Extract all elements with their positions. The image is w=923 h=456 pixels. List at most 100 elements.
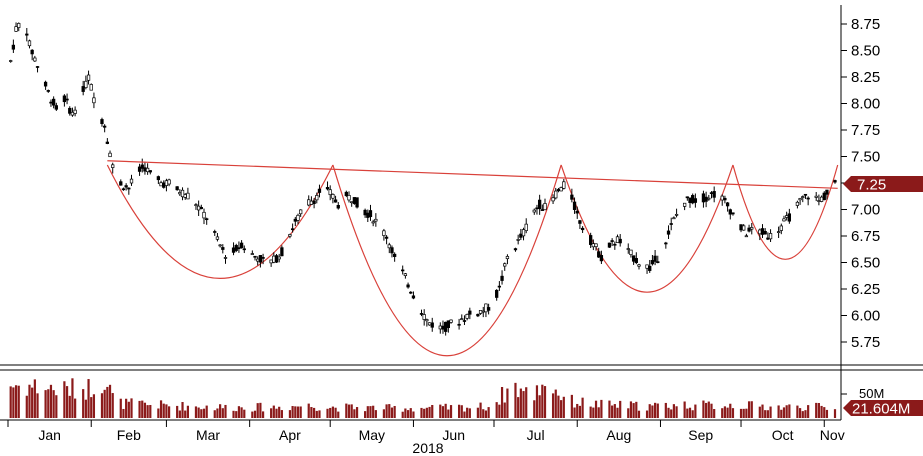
candle-body <box>148 170 152 173</box>
candle-body <box>239 242 244 249</box>
volume-bar <box>573 407 576 418</box>
candle-body <box>513 248 518 251</box>
candle-body <box>707 197 711 200</box>
candle-body <box>124 185 128 188</box>
candle-body <box>457 323 461 326</box>
volume-bar <box>482 409 485 418</box>
volume-bar <box>782 407 786 418</box>
volume-bar <box>750 401 753 418</box>
volume-bar <box>165 404 168 418</box>
volume-bar <box>651 405 654 418</box>
volume-bar <box>347 404 351 418</box>
candle-body <box>86 74 91 81</box>
volume-bar <box>385 404 388 418</box>
candle-body <box>84 80 88 88</box>
candle-body <box>143 167 147 172</box>
candle-body <box>516 239 520 241</box>
candle-body <box>46 90 50 92</box>
volume-bar <box>522 391 525 418</box>
volume-bar <box>237 406 241 418</box>
volume-bar <box>9 386 12 418</box>
candle-body <box>570 194 574 200</box>
candle-body <box>250 253 254 255</box>
volume-bar <box>648 404 651 418</box>
volume-bar <box>694 404 697 418</box>
candle-body <box>333 199 338 203</box>
candle-body <box>782 218 786 222</box>
candle-body <box>500 275 504 281</box>
candle-body <box>645 264 649 269</box>
volume-value-label: 21.604M <box>852 401 910 418</box>
volume-bar <box>146 405 149 418</box>
x-axis-ticks: Jan Feb Mar Apr May Jun Jul Aug Sep Oct Nov <box>7 420 845 443</box>
volume-bar <box>707 401 710 418</box>
candle-body <box>194 204 198 206</box>
x-axis-tick-label: Jun <box>442 427 465 443</box>
candle-body <box>817 200 821 202</box>
volume-bar <box>406 410 410 418</box>
volume-bar <box>570 394 573 418</box>
volume-bar <box>645 410 649 418</box>
candle-body <box>731 212 735 215</box>
volume-bar <box>807 405 810 418</box>
volume-bar <box>457 404 461 418</box>
candle-body <box>801 196 805 198</box>
candle-body <box>51 98 56 106</box>
candle-body <box>49 101 53 104</box>
volume-bar <box>202 408 206 418</box>
volume-bar <box>742 408 745 418</box>
candle-body <box>105 141 109 144</box>
volume-bar <box>632 403 635 418</box>
candle-body <box>521 229 526 237</box>
volume-bar <box>130 398 133 418</box>
volume-bar <box>108 384 112 418</box>
volume-bar <box>275 408 278 418</box>
x-axis-tick-label: Sep <box>688 427 713 443</box>
candle-body <box>728 209 732 215</box>
y-axis-tick-label: 6.50 <box>851 255 880 272</box>
volume-bar <box>84 399 87 418</box>
candle-body <box>272 255 276 263</box>
candle-body <box>468 310 472 315</box>
x-axis-tick-label: May <box>359 427 385 443</box>
volume-bar <box>777 405 780 418</box>
volume-bar <box>213 410 216 418</box>
candle-body <box>234 245 238 251</box>
volume-bar <box>288 410 292 418</box>
volume-bar <box>670 409 673 418</box>
y-axis-tick-label: 8.00 <box>851 96 880 113</box>
volume-bar <box>159 400 163 418</box>
volume-bar <box>184 410 187 418</box>
volume-bar <box>702 400 705 418</box>
y-axis-tick-label: 8.75 <box>851 16 880 33</box>
volume-bar <box>594 400 598 418</box>
candle-body <box>277 256 281 260</box>
volume-bar <box>627 408 630 418</box>
pattern-arc <box>560 164 734 293</box>
x-axis-tick-label: Feb <box>117 427 141 443</box>
candle-body <box>344 191 348 196</box>
candle-body <box>615 236 620 243</box>
candle-body <box>580 227 585 231</box>
volume-bar <box>71 378 74 418</box>
volume-bar <box>788 404 791 418</box>
candle-body <box>725 202 730 207</box>
volume-bar <box>466 407 469 418</box>
volume-bar <box>557 395 560 418</box>
volume-bar <box>205 405 208 418</box>
candle-body <box>758 229 762 235</box>
candle-body <box>444 321 448 332</box>
volume-bar <box>181 402 184 418</box>
candle-body <box>274 255 279 263</box>
volume-bar <box>103 389 106 418</box>
candle-body <box>422 314 426 320</box>
y-axis-tick-label: 7.50 <box>851 149 880 166</box>
volume-bar <box>366 406 369 418</box>
candle-body <box>712 191 716 198</box>
pattern-arc <box>106 164 334 279</box>
candle-body <box>328 189 332 196</box>
candle-body <box>164 180 169 186</box>
candle-body <box>669 223 673 225</box>
candle-body <box>336 204 340 209</box>
